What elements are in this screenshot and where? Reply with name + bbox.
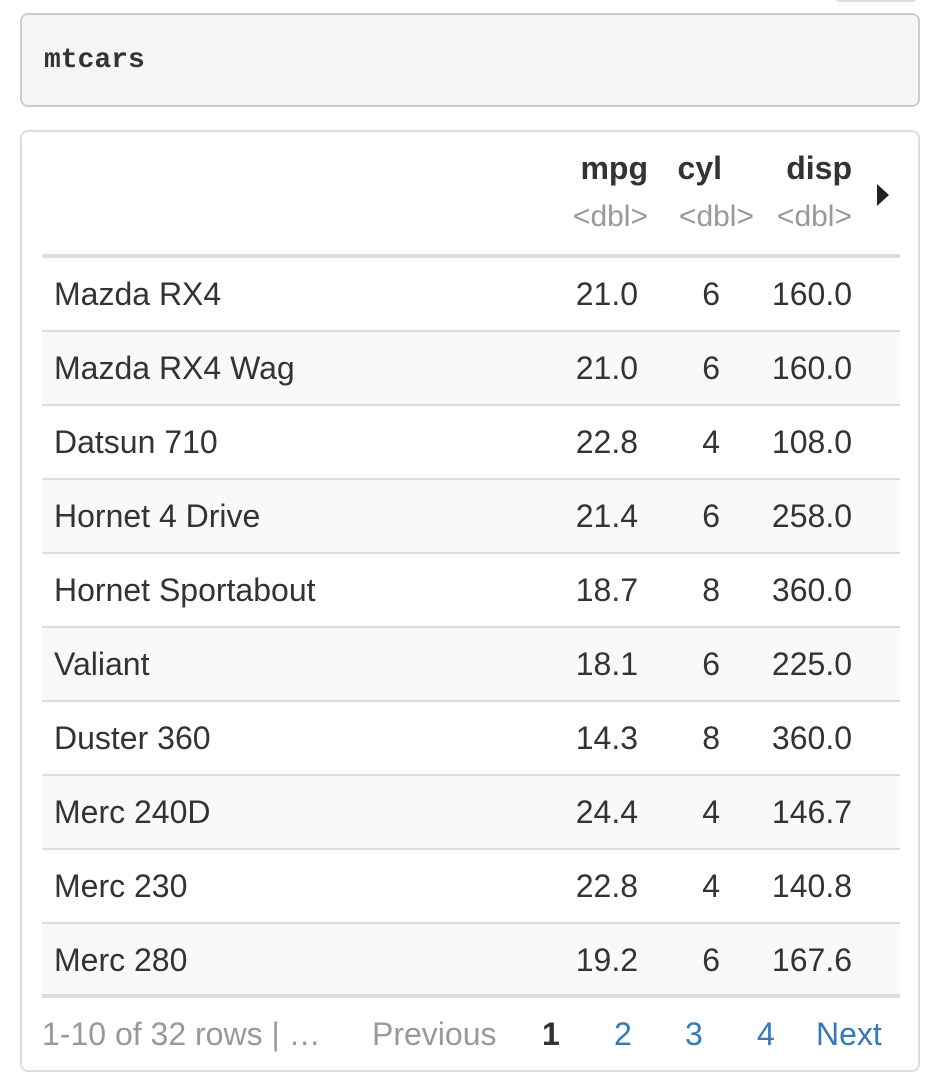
mpg-cell: 21.0 (575, 350, 638, 386)
row-name-cell: Merc 280 (54, 942, 188, 978)
cyl-cell: 4 (702, 868, 720, 904)
previous-button[interactable]: Previous (372, 1016, 497, 1052)
row-name-cell: Valiant (54, 646, 150, 682)
cyl-cell: 6 (702, 498, 720, 534)
disp-cell: 140.8 (771, 868, 852, 904)
next-button[interactable]: Next (816, 1016, 882, 1052)
column-name: cyl (677, 150, 722, 186)
code-text: mtcars (44, 44, 145, 76)
cyl-cell: 8 (702, 720, 720, 756)
table-row: Merc 280 19.2 6 167.6 (42, 924, 900, 998)
pagination: 1-10 of 32 rows | … Previous 1 2 3 4 Nex… (42, 998, 900, 1070)
disp-cell: 360.0 (771, 572, 852, 608)
table-row: Mazda RX4 21.0 6 160.0 (42, 258, 900, 332)
disp-cell: 167.6 (771, 942, 852, 978)
code-chunk: mtcars (20, 13, 920, 107)
table-row: Duster 360 14.3 8 360.0 (42, 702, 900, 776)
page-4-button[interactable]: 4 (757, 1016, 775, 1052)
table-row: Datsun 710 22.8 4 108.0 (42, 406, 900, 480)
table-row: Valiant 18.1 6 225.0 (42, 628, 900, 702)
column-header-mpg: mpg <dbl> (42, 132, 648, 252)
page-2-button[interactable]: 2 (614, 1016, 632, 1052)
table-row: Merc 230 22.8 4 140.8 (42, 850, 900, 924)
table-row: Hornet Sportabout 18.7 8 360.0 (42, 554, 900, 628)
row-name-cell: Mazda RX4 Wag (54, 350, 295, 386)
disp-cell: 160.0 (771, 276, 852, 312)
mpg-cell: 19.2 (575, 942, 638, 978)
mpg-cell: 22.8 (575, 868, 638, 904)
cyl-cell: 4 (702, 424, 720, 460)
page-1-button[interactable]: 1 (542, 1016, 560, 1052)
mpg-cell: 21.0 (575, 276, 638, 312)
row-name-cell: Datsun 710 (54, 424, 218, 460)
cyl-cell: 6 (702, 646, 720, 682)
mpg-cell: 14.3 (575, 720, 638, 756)
cyl-cell: 6 (702, 276, 720, 312)
cyl-cell: 6 (702, 350, 720, 386)
column-name: disp (786, 150, 852, 186)
data-table: mpg <dbl> cyl <dbl> disp <dbl> Mazda RX4… (42, 132, 900, 998)
row-name-cell: Merc 230 (54, 868, 188, 904)
pagination-info: 1-10 of 32 rows | … (42, 1016, 321, 1052)
mpg-cell: 18.7 (575, 572, 638, 608)
caret-right-icon[interactable] (877, 184, 889, 206)
disp-cell: 258.0 (771, 498, 852, 534)
disp-cell: 225.0 (771, 646, 852, 682)
column-header-disp: disp <dbl> (42, 132, 852, 252)
table-header: mpg <dbl> cyl <dbl> disp <dbl> (42, 132, 900, 258)
disp-cell: 160.0 (771, 350, 852, 386)
disp-cell: 146.7 (771, 794, 852, 830)
cyl-cell: 4 (702, 794, 720, 830)
mpg-cell: 18.1 (575, 646, 638, 682)
table-row: Hornet 4 Drive 21.4 6 258.0 (42, 480, 900, 554)
table-row: Mazda RX4 Wag 21.0 6 160.0 (42, 332, 900, 406)
row-name-cell: Hornet 4 Drive (54, 498, 261, 534)
mpg-cell: 21.4 (575, 498, 638, 534)
mpg-cell: 24.4 (575, 794, 638, 830)
table-row: Merc 240D 24.4 4 146.7 (42, 776, 900, 850)
column-type: <dbl> (776, 200, 852, 233)
disp-cell: 360.0 (771, 720, 852, 756)
table-output-panel: mpg <dbl> cyl <dbl> disp <dbl> Mazda RX4… (20, 130, 920, 1072)
cyl-cell: 8 (702, 572, 720, 608)
cyl-cell: 6 (702, 942, 720, 978)
column-type: <dbl> (678, 200, 754, 233)
row-name-cell: Duster 360 (54, 720, 211, 756)
previous-output-edge (834, 0, 918, 2)
mpg-cell: 22.8 (575, 424, 638, 460)
column-type: <dbl> (572, 200, 648, 233)
row-name-cell: Hornet Sportabout (54, 572, 316, 608)
row-name-cell: Merc 240D (54, 794, 211, 830)
page-3-button[interactable]: 3 (685, 1016, 703, 1052)
column-header-cyl: cyl <dbl> (42, 132, 754, 252)
disp-cell: 108.0 (771, 424, 852, 460)
row-name-cell: Mazda RX4 (54, 276, 222, 312)
column-name: mpg (580, 150, 648, 186)
table-body: Mazda RX4 21.0 6 160.0 Mazda RX4 Wag 21.0 6 160… (42, 258, 900, 998)
